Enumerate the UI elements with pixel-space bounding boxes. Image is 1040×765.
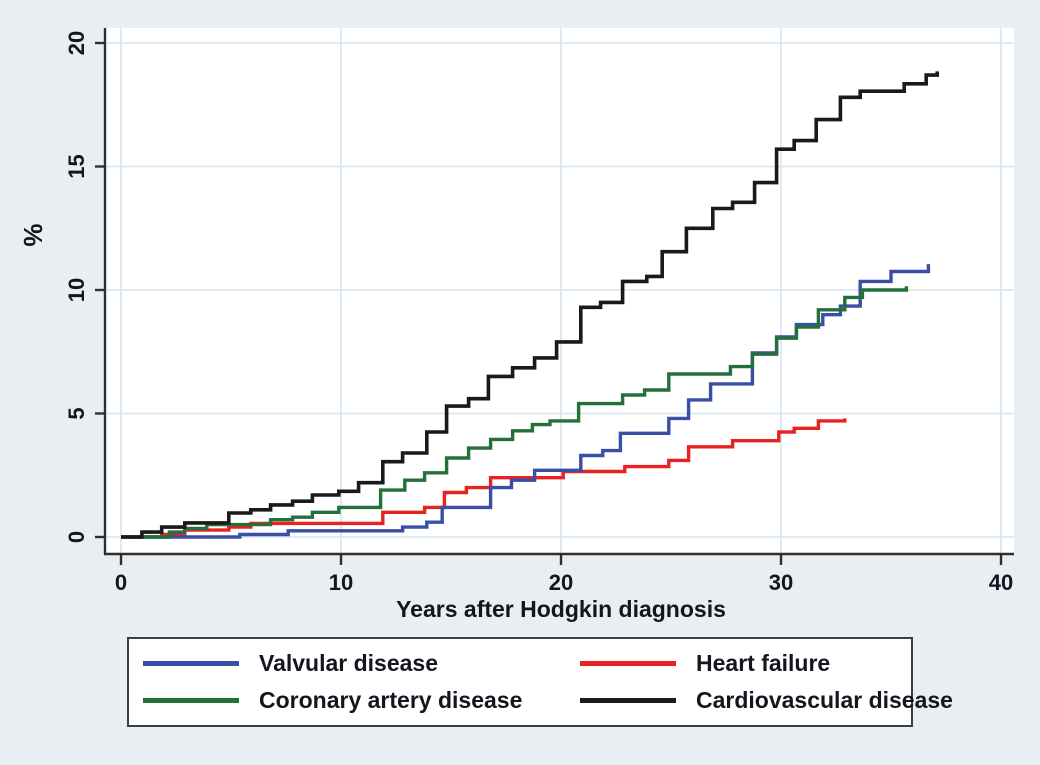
y-axis-title: % (18, 223, 48, 246)
y-tick-label: 0 (64, 531, 89, 543)
x-tick-label: 30 (769, 570, 793, 595)
valvular-disease-line-sample (143, 661, 239, 666)
heart-failure-line-sample (580, 661, 676, 666)
legend-label-cardiovascular-disease: Cardiovascular disease (696, 687, 953, 713)
y-tick-label: 5 (64, 407, 89, 419)
legend-label-coronary-artery-disease: Coronary artery disease (259, 687, 523, 713)
x-axis-title: Years after Hodgkin diagnosis (396, 596, 726, 622)
coronary-artery-disease-line-sample (143, 698, 239, 703)
x-tick-label: 40 (989, 570, 1013, 595)
legend-label-heart-failure: Heart failure (696, 650, 831, 676)
x-tick-label: 20 (549, 570, 573, 595)
legend-item-heart-failure: Heart failure (566, 650, 953, 677)
curve-heart-failure (121, 418, 847, 539)
x-tick-label: 10 (329, 570, 353, 595)
legend-item-coronary-artery-disease: Coronary artery disease (129, 687, 566, 714)
legend-label-valvular-disease: Valvular disease (259, 650, 439, 676)
y-tick-label: 15 (64, 154, 89, 178)
curve-cardiovascular-disease (121, 71, 939, 539)
x-tick-label: 0 (115, 570, 127, 595)
legend-item-valvular-disease: Valvular disease (129, 650, 566, 677)
y-tick-label: 10 (64, 278, 89, 302)
curve-coronary-artery-disease (121, 286, 909, 539)
y-tick-label: 20 (64, 31, 89, 55)
legend-item-cardiovascular-disease: Cardiovascular disease (566, 687, 953, 714)
legend-box: Valvular disease Heart failure Coronary … (127, 637, 953, 727)
curve-valvular-disease (121, 264, 931, 539)
cumulative-incidence-plot: 0 5 10 15 20 0 10 20 30 40 Years after Hodgkin dia… (18, 28, 1014, 622)
cardiovascular-disease-line-sample (580, 698, 676, 703)
